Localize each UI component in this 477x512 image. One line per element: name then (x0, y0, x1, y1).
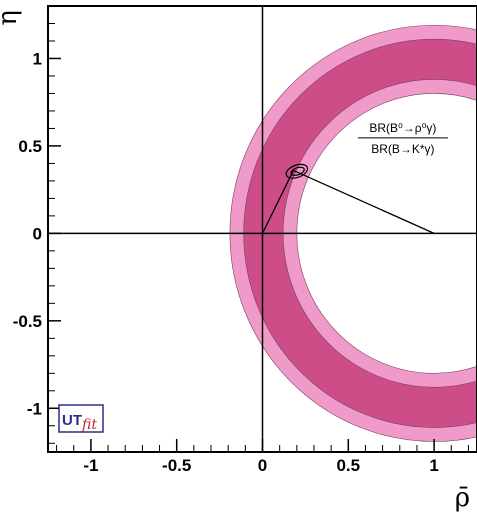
annotation-numerator: BR(B⁰→ρ⁰γ) (369, 121, 436, 135)
triangle-left-side (261, 170, 294, 234)
x-tick-label: 1 (429, 456, 438, 475)
plot-area (48, 6, 477, 452)
x-axis-title: ρ̄ (455, 483, 470, 512)
x-tick-label: 0.5 (336, 456, 360, 475)
logo-fit-text: fit (81, 417, 97, 433)
y-tick-label: 0.5 (18, 137, 42, 156)
x-tick-label: -0.5 (162, 456, 191, 475)
x-tick-label: -1 (83, 456, 98, 475)
y-axis-title: η̄ (0, 10, 23, 26)
x-tick-label: 0 (258, 456, 267, 475)
apex-contour-0 (285, 163, 309, 179)
utfit-logo: UT fit (58, 404, 104, 433)
y-tick-label: 1 (33, 49, 42, 68)
ratio-annotation: BR(B⁰→ρ⁰γ) BR(B→K*γ) (357, 121, 448, 156)
axis-ticks: -1 -0.5 0 0.5 1 1 0.5 0 -0.5 -1 (13, 22, 469, 475)
annulus-68-region (243, 39, 477, 428)
annotation-denominator: BR(B→K*γ) (371, 142, 434, 156)
y-tick-label: 0 (33, 224, 42, 243)
apex-contour-1 (290, 166, 305, 176)
logo-box (58, 404, 104, 433)
y-tick-label: -0.5 (13, 312, 42, 331)
triangle-right-side (293, 169, 435, 234)
logo-ut-text: UT (62, 412, 82, 429)
y-tick-label: -1 (27, 399, 42, 418)
